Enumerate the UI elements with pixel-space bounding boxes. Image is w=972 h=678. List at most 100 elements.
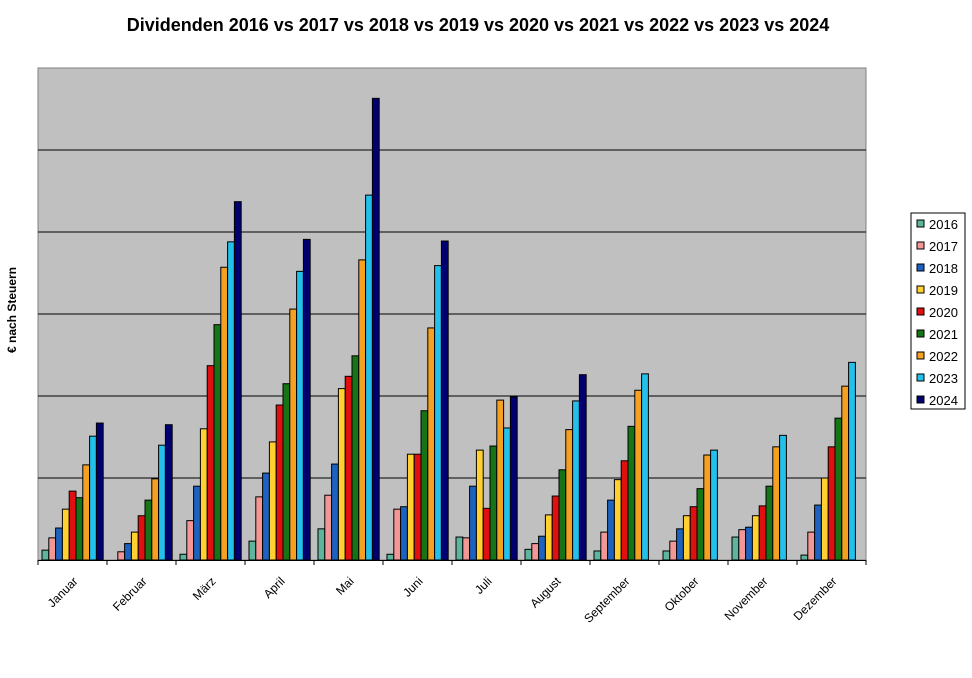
bar-2022-Dezember bbox=[841, 385, 850, 561]
bar-2021-September bbox=[627, 425, 636, 561]
bar-2021-Juli bbox=[489, 445, 498, 561]
bar-2017-März bbox=[186, 520, 195, 561]
x-tick-label: September bbox=[581, 574, 632, 625]
legend-label-2016: 2016 bbox=[929, 217, 958, 232]
legend-label-2024: 2024 bbox=[929, 393, 958, 408]
bar-2017-Januar bbox=[48, 537, 57, 561]
bar-2016-September bbox=[593, 550, 602, 561]
bar-2017-Dezember bbox=[807, 531, 816, 561]
bar-2019-Februar bbox=[130, 531, 139, 561]
bar-2018-April bbox=[262, 472, 270, 561]
bar-2024-Juli bbox=[509, 396, 518, 561]
bar-2021-Februar bbox=[144, 499, 153, 561]
bar-2023-Juli bbox=[503, 427, 511, 561]
bar-2024-Mai bbox=[371, 97, 380, 561]
bar-2023-August bbox=[572, 400, 580, 561]
bar-2020-Juli bbox=[482, 507, 491, 561]
bar-2021-November bbox=[765, 485, 774, 561]
bar-2021-Dezember bbox=[834, 417, 843, 561]
bar-2016-Juli bbox=[455, 536, 464, 561]
bar-2020-Mai bbox=[344, 375, 353, 561]
legend-swatch-2017 bbox=[916, 241, 925, 250]
legend: 2016 2017 2018 2019 2020 2021 2022 2023 2024 bbox=[910, 212, 966, 410]
x-tick-label: Mai bbox=[333, 574, 357, 598]
bar-2022-November bbox=[772, 446, 781, 561]
bar-2016-März bbox=[179, 553, 188, 561]
bar-2019-Juni bbox=[406, 453, 415, 561]
bar-2017-April bbox=[255, 496, 264, 561]
bar-2019-Dezember bbox=[820, 477, 829, 561]
bar-2023-Dezember bbox=[848, 361, 856, 561]
bar-2020-Februar bbox=[137, 515, 146, 561]
bar-2016-Juni bbox=[386, 553, 395, 561]
bar-2020-November bbox=[758, 505, 767, 561]
bar-2020-Januar bbox=[68, 490, 77, 561]
x-tick-label: Juni bbox=[400, 574, 425, 599]
bar-2017-September bbox=[600, 531, 609, 561]
bar-2023-März bbox=[227, 241, 235, 561]
bar-2023-Mai bbox=[365, 194, 373, 561]
bar-2021-März bbox=[213, 324, 222, 561]
bar-2019-Oktober bbox=[682, 515, 691, 561]
legend-label-2018: 2018 bbox=[929, 261, 958, 276]
bar-2019-April bbox=[268, 441, 277, 561]
bar-2019-Juli bbox=[475, 449, 484, 561]
bar-2018-Februar bbox=[124, 543, 132, 561]
legend-swatch-2018 bbox=[916, 263, 925, 272]
x-tick-label: Juli bbox=[472, 574, 495, 597]
bar-2022-August bbox=[565, 429, 574, 561]
bar-2022-April bbox=[289, 308, 298, 561]
legend-swatch-2024 bbox=[916, 395, 925, 404]
bar-2018-Dezember bbox=[814, 504, 822, 561]
bar-2024-April bbox=[302, 238, 311, 561]
bar-2016-August bbox=[524, 548, 533, 561]
bar-2023-Februar bbox=[158, 444, 166, 561]
bar-2022-Juli bbox=[496, 399, 505, 561]
legend-swatch-2019 bbox=[916, 285, 925, 294]
bar-2017-Mai bbox=[324, 494, 333, 561]
bar-2020-April bbox=[275, 404, 284, 561]
bar-2019-Januar bbox=[61, 508, 70, 561]
legend-swatch-2020 bbox=[916, 307, 925, 316]
bar-2021-April bbox=[282, 383, 291, 561]
bar-2019-März bbox=[199, 428, 208, 561]
legend-label-2021: 2021 bbox=[929, 327, 958, 342]
legend-label-2020: 2020 bbox=[929, 305, 958, 320]
bar-2023-September bbox=[641, 373, 649, 561]
bar-2020-Oktober bbox=[689, 506, 698, 561]
bar-2021-Januar bbox=[75, 497, 84, 561]
x-tick-label: April bbox=[261, 574, 288, 601]
x-tick-label: August bbox=[527, 574, 564, 611]
bar-2020-September bbox=[620, 460, 629, 561]
bar-2016-Januar bbox=[41, 549, 50, 561]
bar-2018-Mai bbox=[331, 463, 339, 561]
bar-2018-Juli bbox=[469, 485, 477, 561]
bar-2022-Januar bbox=[82, 464, 91, 561]
bar-2021-Juni bbox=[420, 410, 429, 561]
bar-2019-November bbox=[751, 515, 760, 561]
legend-swatch-2021 bbox=[916, 329, 925, 338]
bar-2016-November bbox=[731, 536, 740, 561]
bar-2017-Juli bbox=[462, 537, 471, 561]
x-tick-label: November bbox=[722, 574, 771, 623]
bar-2018-November bbox=[745, 526, 753, 561]
x-tick-label: Oktober bbox=[662, 574, 702, 614]
bar-2023-Januar bbox=[89, 435, 97, 561]
bar-2016-April bbox=[248, 540, 257, 561]
legend-swatch-2023 bbox=[916, 373, 925, 382]
bar-2020-März bbox=[206, 365, 215, 561]
bar-2024-August bbox=[578, 374, 587, 561]
bar-2018-Oktober bbox=[676, 528, 684, 561]
bar-2024-Februar bbox=[164, 424, 173, 561]
bar-2024-Juni bbox=[440, 240, 449, 561]
legend-label-2019: 2019 bbox=[929, 283, 958, 298]
bar-2016-Dezember bbox=[800, 554, 809, 561]
bar-2021-Oktober bbox=[696, 488, 705, 561]
legend-label-2022: 2022 bbox=[929, 349, 958, 364]
bar-2022-Oktober bbox=[703, 454, 712, 561]
bar-2018-März bbox=[193, 485, 201, 561]
bar-2016-Mai bbox=[317, 528, 326, 561]
legend-swatch-2016 bbox=[916, 219, 925, 228]
bar-2017-August bbox=[531, 543, 540, 561]
